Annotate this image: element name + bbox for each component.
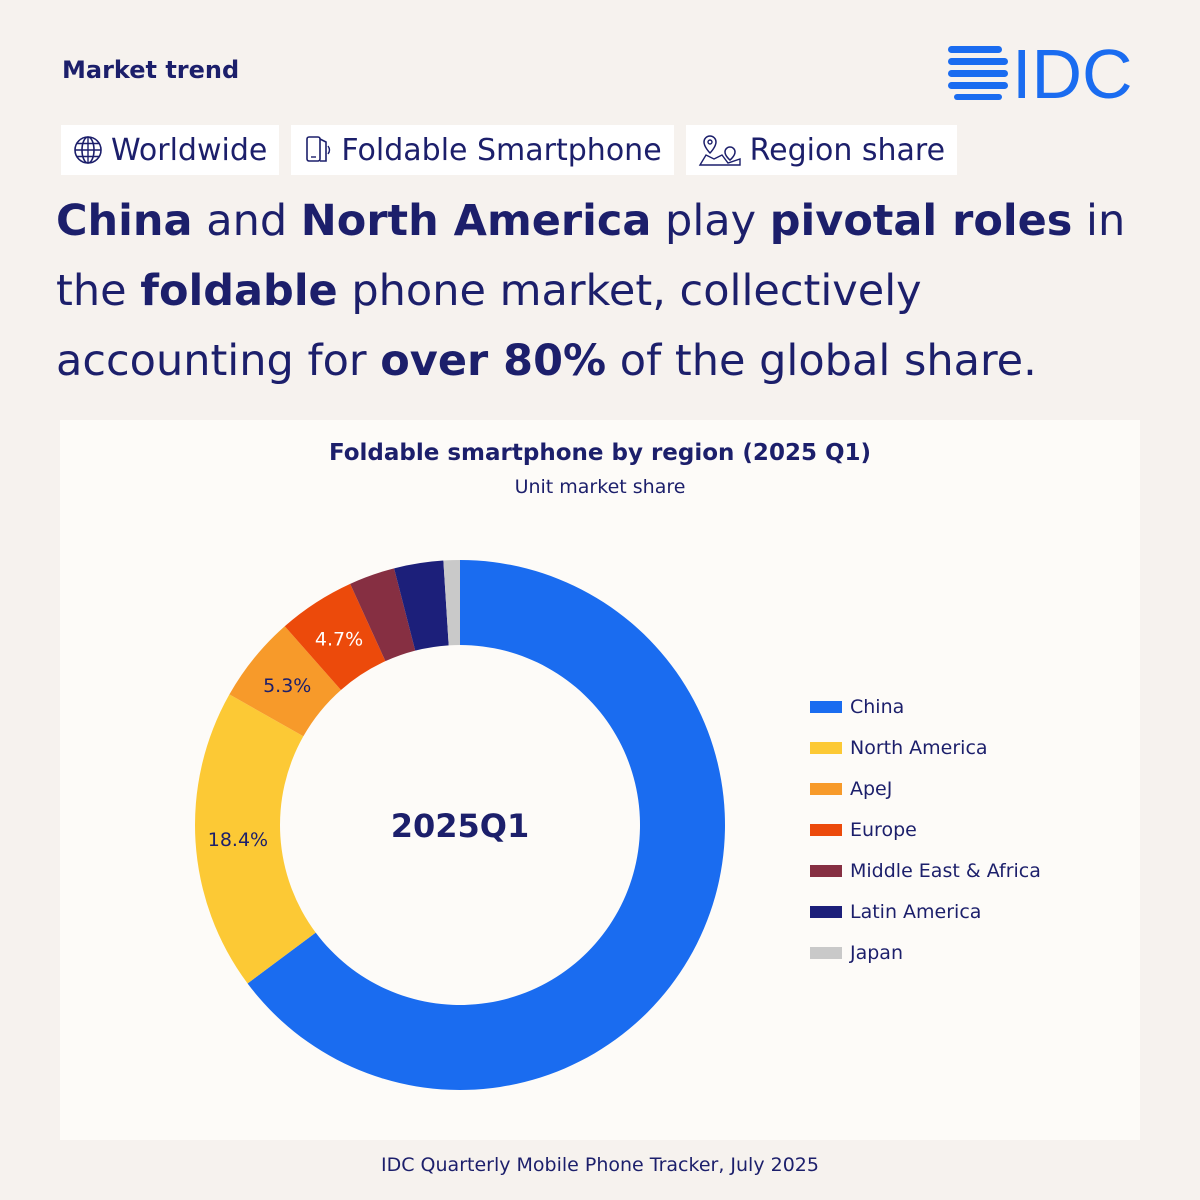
donut-slice-north-america [194,694,316,984]
headline: China and North America play pivotal rol… [56,186,1156,396]
legend-label: North America [850,736,988,759]
legend-swatch [810,905,842,918]
map-pin-icon [698,135,741,166]
logo-globe-icon [948,46,1008,100]
logo-wordmark: IDC [1012,40,1133,104]
foldable-phone-icon [306,136,331,162]
slice-data-label: 5.3% [263,675,311,697]
headline-bold: over 80% [380,336,607,386]
idc-logo: IDC [948,40,1133,104]
tag-foldable-smartphone: Foldable Smartphone [291,125,674,175]
legend-swatch [810,700,842,713]
tag-label: Worldwide [111,132,268,168]
tag-label: Foldable Smartphone [341,132,662,168]
legend-label: ApeJ [850,777,893,800]
legend-label: Middle East & Africa [850,859,1041,882]
legend-item: China [810,686,1041,727]
slice-data-label: 4.7% [315,628,363,650]
source-note: IDC Quarterly Mobile Phone Tracker, July… [381,1154,819,1176]
headline-bold: North America [300,196,652,246]
globe-icon [74,136,102,164]
chart-legend: China North America ApeJ Europe Middle East … [810,686,1041,973]
headline-text: play [651,196,770,246]
tag-label: Region share [749,132,946,168]
headline-bold: China [56,196,193,246]
legend-item: ApeJ [810,768,1041,809]
tag-worldwide: Worldwide [61,125,280,175]
chart-subtitle: Unit market share [514,476,686,498]
donut-slice-europe [284,583,386,690]
headline-bold: foldable [140,266,338,316]
headline-text: and [192,196,301,246]
legend-label: Latin America [850,900,982,923]
donut-center-label: 2025Q1 [391,807,530,845]
legend-item: North America [810,727,1041,768]
legend-swatch [810,741,842,754]
headline-text: of the global share. [606,336,1037,386]
chart-card: Foldable smartphone by region (2025 Q1) … [60,420,1140,1140]
donut-slice-japan [443,560,460,646]
headline-bold: pivotal roles [769,196,1073,246]
legend-swatch [810,946,842,959]
legend-item: Latin America [810,891,1041,932]
headline-text: phone market, collectively accounting fo… [56,266,922,386]
donut-slice-middle-east-africa [350,568,416,662]
legend-item: Europe [810,809,1041,850]
tag-region-share: Region share [685,125,958,175]
legend-swatch [810,823,842,836]
donut-slice-apej [229,626,341,737]
legend-label: China [850,695,905,718]
donut-chart: 18.4% 5.3% 4.7% 2025Q1 [194,560,725,1090]
donut-slice-china [247,560,725,1090]
legend-swatch [810,864,842,877]
legend-item: Japan [810,932,1041,973]
legend-label: Europe [850,818,917,841]
chart-title: Foldable smartphone by region (2025 Q1) [328,440,872,466]
legend-item: Middle East & Africa [810,850,1041,891]
slice-data-label: 18.4% [208,829,268,851]
legend-label: Japan [850,941,903,964]
legend-swatch [810,782,842,795]
tag-row: Worldwide Foldable Smartphone Region sha… [61,125,958,175]
headline-text: in the [56,196,1126,316]
donut-slice-latin-america [394,560,449,651]
eyebrow-label: Market trend [62,56,240,84]
